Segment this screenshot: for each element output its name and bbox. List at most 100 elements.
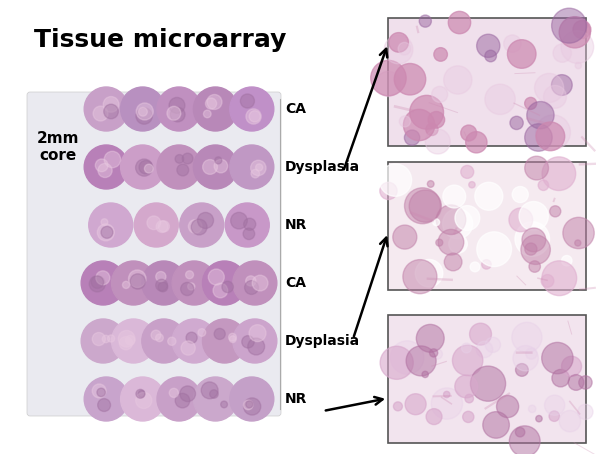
Circle shape	[246, 401, 253, 408]
Circle shape	[485, 337, 501, 352]
Circle shape	[573, 20, 591, 39]
Text: Dysplasia: Dysplasia	[285, 160, 360, 174]
Circle shape	[462, 411, 474, 423]
Circle shape	[203, 159, 218, 174]
Circle shape	[193, 377, 237, 421]
Circle shape	[136, 390, 145, 398]
Circle shape	[443, 66, 472, 94]
Circle shape	[156, 279, 167, 291]
Circle shape	[151, 330, 161, 340]
Circle shape	[97, 388, 105, 397]
Circle shape	[158, 221, 169, 232]
Circle shape	[186, 332, 197, 343]
Circle shape	[561, 30, 594, 64]
Circle shape	[175, 393, 190, 408]
Circle shape	[544, 85, 566, 109]
Circle shape	[243, 400, 253, 410]
Circle shape	[201, 382, 218, 399]
Circle shape	[118, 331, 135, 347]
Circle shape	[136, 103, 153, 120]
Circle shape	[432, 349, 442, 359]
Circle shape	[214, 328, 225, 340]
Circle shape	[482, 260, 491, 269]
Circle shape	[538, 180, 549, 191]
Circle shape	[213, 283, 228, 298]
Circle shape	[426, 409, 442, 424]
Circle shape	[529, 261, 541, 272]
Circle shape	[157, 87, 201, 131]
Circle shape	[188, 283, 195, 290]
Circle shape	[230, 87, 274, 131]
Circle shape	[130, 274, 145, 289]
Circle shape	[251, 160, 266, 176]
Circle shape	[432, 388, 462, 419]
Circle shape	[563, 217, 594, 249]
Circle shape	[513, 345, 538, 371]
Circle shape	[434, 48, 448, 61]
Circle shape	[542, 342, 573, 374]
Circle shape	[84, 145, 128, 189]
Circle shape	[536, 415, 542, 422]
Circle shape	[568, 375, 584, 390]
Circle shape	[529, 405, 536, 413]
Circle shape	[524, 98, 536, 109]
Circle shape	[98, 163, 112, 178]
Circle shape	[191, 219, 207, 235]
Circle shape	[380, 183, 397, 200]
Circle shape	[84, 377, 128, 421]
Circle shape	[507, 39, 536, 68]
Circle shape	[144, 164, 153, 173]
Circle shape	[379, 164, 412, 196]
Circle shape	[405, 188, 440, 224]
Circle shape	[515, 222, 550, 257]
Circle shape	[448, 11, 471, 34]
Circle shape	[182, 153, 193, 164]
Circle shape	[438, 229, 464, 255]
Circle shape	[107, 335, 114, 342]
Circle shape	[210, 390, 218, 398]
Text: NR: NR	[285, 218, 308, 232]
Circle shape	[139, 161, 153, 174]
Circle shape	[180, 386, 195, 402]
Circle shape	[101, 219, 108, 226]
Circle shape	[120, 145, 164, 189]
FancyBboxPatch shape	[27, 92, 281, 416]
Circle shape	[101, 227, 113, 238]
Circle shape	[455, 206, 480, 231]
Circle shape	[399, 116, 411, 127]
Circle shape	[169, 388, 178, 397]
Circle shape	[203, 110, 211, 118]
Circle shape	[142, 261, 186, 305]
Circle shape	[222, 281, 234, 293]
Circle shape	[172, 261, 216, 305]
Circle shape	[575, 62, 582, 69]
Circle shape	[229, 336, 236, 343]
Circle shape	[403, 109, 434, 141]
Circle shape	[417, 325, 444, 352]
Circle shape	[246, 276, 256, 286]
Circle shape	[394, 64, 426, 95]
Circle shape	[428, 112, 445, 128]
Circle shape	[142, 319, 186, 363]
Circle shape	[136, 159, 153, 176]
Circle shape	[97, 224, 114, 241]
Circle shape	[465, 132, 487, 153]
Circle shape	[393, 225, 417, 249]
Circle shape	[175, 154, 184, 163]
Circle shape	[433, 219, 440, 226]
Circle shape	[126, 336, 135, 345]
Circle shape	[432, 86, 448, 103]
Circle shape	[436, 239, 443, 246]
Circle shape	[156, 221, 168, 232]
Circle shape	[157, 377, 201, 421]
Circle shape	[519, 202, 548, 231]
Circle shape	[177, 164, 189, 176]
Circle shape	[436, 205, 466, 235]
Circle shape	[242, 336, 254, 348]
Circle shape	[102, 335, 110, 343]
Circle shape	[181, 341, 195, 355]
Circle shape	[550, 206, 561, 217]
Circle shape	[170, 107, 185, 122]
Circle shape	[91, 276, 104, 288]
Circle shape	[248, 338, 265, 355]
